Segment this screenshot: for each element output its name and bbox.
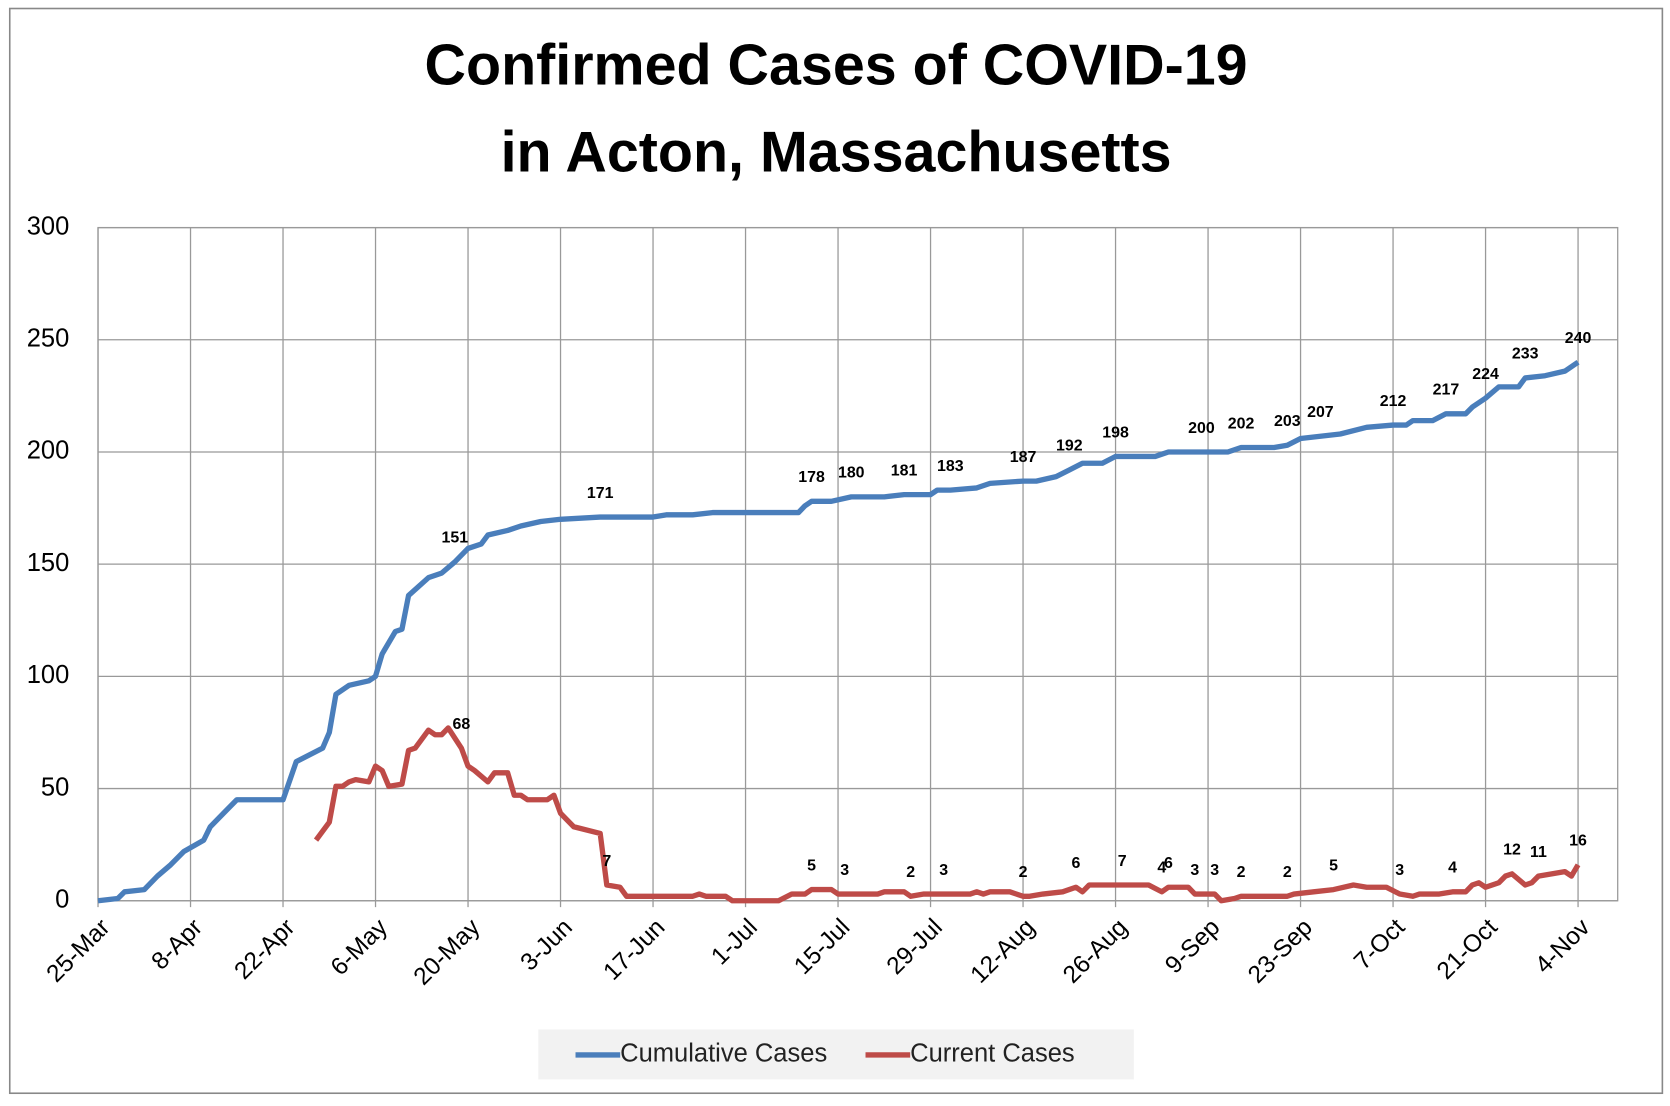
data-label: 233 xyxy=(1512,346,1539,363)
data-label: 180 xyxy=(838,465,865,482)
data-label: 3 xyxy=(840,862,849,879)
y-tick-label: 250 xyxy=(27,325,70,353)
data-label: 16 xyxy=(1569,833,1587,850)
data-label: 6 xyxy=(1071,855,1080,872)
data-label: 2 xyxy=(1019,864,1028,881)
data-label: 217 xyxy=(1433,382,1460,399)
data-label: 207 xyxy=(1307,404,1334,421)
legend-label: Cumulative Cases xyxy=(620,1040,827,1068)
data-label: 178 xyxy=(798,469,825,486)
chart-title: Confirmed Cases of COVID-19 xyxy=(425,33,1248,97)
data-label: 183 xyxy=(937,458,964,475)
data-label: 198 xyxy=(1102,424,1129,441)
data-label: 3 xyxy=(1395,862,1404,879)
data-label: 2 xyxy=(1237,864,1246,881)
y-tick-label: 0 xyxy=(55,885,69,913)
chart-title: in Acton, Massachusetts xyxy=(501,121,1172,185)
data-label: 202 xyxy=(1228,415,1255,432)
data-label: 6 xyxy=(1164,855,1173,872)
data-label: 200 xyxy=(1188,420,1215,437)
data-label: 171 xyxy=(587,485,614,502)
legend-label: Current Cases xyxy=(910,1040,1074,1068)
data-label: 4 xyxy=(1157,860,1166,877)
data-label: 151 xyxy=(442,530,469,547)
series-line xyxy=(97,360,1580,904)
chart-border xyxy=(8,7,1664,1095)
y-tick-label: 150 xyxy=(27,549,70,577)
data-label: 7 xyxy=(602,853,611,870)
data-label: 5 xyxy=(1329,857,1338,874)
data-label: 2 xyxy=(1283,864,1292,881)
data-label: 224 xyxy=(1472,366,1499,383)
data-label: 12 xyxy=(1503,842,1521,859)
data-label: 192 xyxy=(1056,438,1083,455)
series-line xyxy=(313,725,1581,904)
data-label: 203 xyxy=(1274,413,1301,430)
data-label: 187 xyxy=(1010,449,1037,466)
data-label: 4 xyxy=(1448,860,1457,877)
data-label: 3 xyxy=(939,862,948,879)
data-label: 7 xyxy=(1118,853,1127,870)
data-label: 2 xyxy=(906,864,915,881)
data-label: 3 xyxy=(1210,862,1219,879)
data-label: 3 xyxy=(1190,862,1199,879)
y-tick-label: 100 xyxy=(27,661,70,689)
y-tick-label: 300 xyxy=(27,212,70,240)
data-label: 5 xyxy=(807,857,816,874)
legend-box xyxy=(538,1029,1134,1080)
data-label: 240 xyxy=(1565,330,1592,347)
y-tick-label: 200 xyxy=(27,437,70,465)
data-label: 212 xyxy=(1380,393,1407,410)
data-label: 11 xyxy=(1530,844,1547,861)
data-label: 68 xyxy=(453,716,471,733)
y-tick-label: 50 xyxy=(41,773,69,801)
data-label: 181 xyxy=(891,462,918,479)
